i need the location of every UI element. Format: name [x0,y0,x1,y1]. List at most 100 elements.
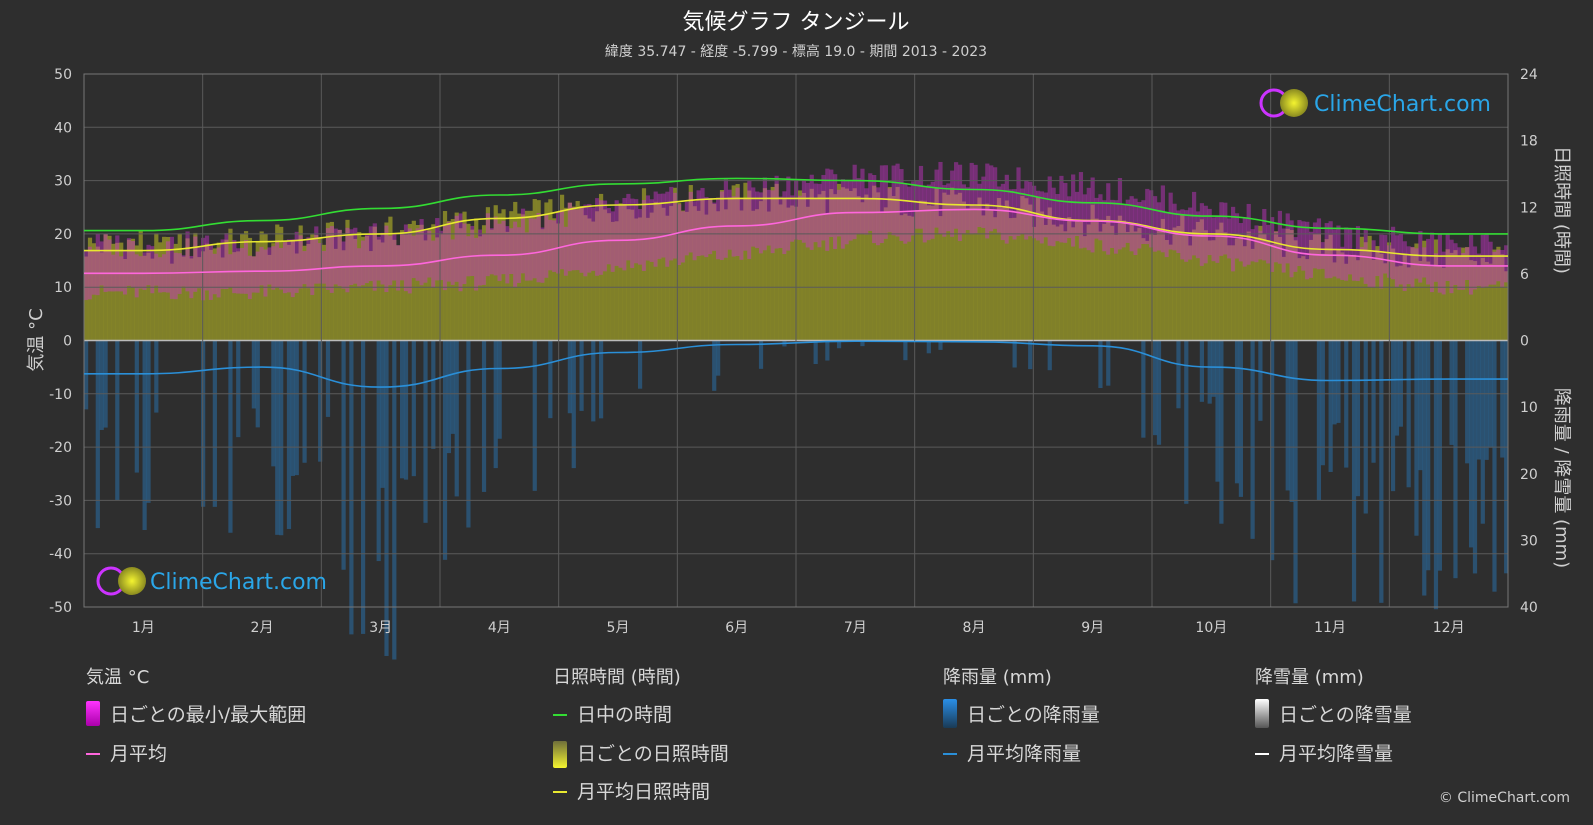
daily-temp-range-bar [279,247,284,290]
daily-rain-bar [1289,340,1294,503]
daily-temp-range-bar [809,174,814,250]
daily-rain-bar [1406,340,1411,488]
right-top-axis-title: 日照時間 (時間) [1551,146,1572,274]
daily-temp-range-bar [1121,204,1126,248]
daily-rain-bar [423,340,428,523]
daily-sunshine-bar [216,242,221,341]
daily-temp-range-bar [1484,233,1489,287]
daily-sunshine-bar [1137,227,1142,341]
daily-temp-range-bar [735,187,740,256]
logo-text: ClimeChart.com [1314,92,1491,117]
daily-temp-range-bar [524,232,530,281]
daily-temp-range-bar [1480,234,1485,288]
daily-sunshine-bar [302,245,307,341]
daily-rain-bar [1316,340,1322,501]
daily-rain-bar [341,340,346,570]
daily-temp-range-bar [782,191,787,255]
daily-temp-range-bar [1223,202,1228,255]
daily-temp-range-bar [286,239,292,293]
daily-sunshine-bar [1344,263,1349,341]
daily-sunshine-bar [478,236,483,341]
daily-temp-range-bar [1191,191,1197,256]
daily-temp-range-bar [723,179,729,258]
daily-temp-range-bar [419,219,424,286]
daily-sunshine-bar [864,194,869,341]
daily-sunshine-bar [727,197,732,341]
daily-sunshine-bar [602,209,608,341]
daily-temp-range-bar [571,207,576,271]
daily-sunshine-bar [1449,252,1454,341]
daily-temp-range-bar [762,177,768,251]
logo-top-right[interactable]: ClimeChart.com [1259,88,1491,118]
daily-sunshine-bar [836,183,842,341]
daily-temp-range-bar [587,203,592,273]
daily-sunshine-bar [996,197,1002,341]
daily-temp-range-bar [1340,246,1345,280]
daily-temp-range-bar [481,233,487,285]
daily-sunshine-bar [852,188,857,341]
daily-sunshine-bar [1500,254,1505,341]
logo-bottom-left[interactable]: ClimeChart.com [96,566,327,596]
daily-sunshine-bar [797,190,803,341]
daily-temp-range-bar [314,226,319,284]
daily-temp-range-bar [1172,203,1177,251]
daily-sunshine-bar [782,199,787,341]
daily-sunshine-bar [462,211,467,341]
daily-sunshine-bar [1032,226,1037,341]
daily-sunshine-bar [778,204,783,341]
daily-temp-range-bar [115,235,120,292]
daily-sunshine-bar [567,202,572,341]
daily-temp-range-bar [158,257,163,293]
daily-temp-range-bar [1379,234,1384,289]
daily-temp-range-bar [1332,229,1337,277]
daily-temp-range-bar [255,251,260,293]
daily-rain-bar [1250,340,1255,539]
daily-rain-bar [836,340,842,349]
series-lines-layer [84,177,1508,388]
daily-rain-bar [1379,340,1384,603]
daily-rain-bar [825,340,830,361]
daily-sunshine-bar [899,215,904,341]
daily-sunshine-bar [755,209,760,341]
daily-sunshine-bar [591,221,596,341]
daily-sunshine-bar [1273,231,1279,341]
daily-temp-range-bar [325,228,331,290]
daily-sunshine-bar [1468,260,1474,341]
daily-sunshine-bar [1199,219,1204,341]
daily-temp-range-bar [1367,250,1372,288]
daily-rain-bar [1047,340,1052,371]
daily-temp-range-bar [271,246,276,290]
daily-sunshine-bar [1227,245,1232,341]
daily-temp-range-bar [907,186,912,242]
right-top-tick-label: 6 [1520,267,1529,283]
daily-sunshine-bar [1059,224,1064,341]
daily-sunshine-bar [134,245,139,341]
daily-temp-range-bar [868,173,873,231]
daily-rain-bar [251,340,256,409]
legend-swatch-blue-bar [943,699,957,728]
daily-temp-range-bar [232,239,237,294]
daily-temp-range-bar [310,239,315,295]
daily-temp-range-bar [1110,199,1115,248]
left-tick-label: 50 [54,67,72,83]
daily-temp-range-bar [544,214,549,278]
daily-sunshine-bar [1301,256,1306,341]
daily-temp-range-bar [852,164,857,240]
daily-temp-range-bar [407,228,413,294]
daily-temp-range-bar [138,256,143,289]
daily-temp-range-bar [653,191,658,267]
daily-rain-bar [1351,340,1357,602]
daily-temp-range-bar [1414,248,1419,279]
daily-sunshine-bar [665,215,670,341]
daily-sunshine-bar [907,215,912,341]
daily-temp-range-bar [275,240,280,288]
daily-temp-range-bar [306,237,311,289]
daily-temp-range-bar [165,241,171,293]
daily-rain-bar [1234,340,1240,484]
daily-temp-range-bar [813,183,818,243]
daily-sunshine-bar [446,221,452,341]
daily-temp-range-bar [1426,238,1431,285]
daily-sunshine-bar [1246,231,1251,341]
daily-rain-bar [1422,340,1427,596]
daily-sunshine-bar [474,218,479,341]
